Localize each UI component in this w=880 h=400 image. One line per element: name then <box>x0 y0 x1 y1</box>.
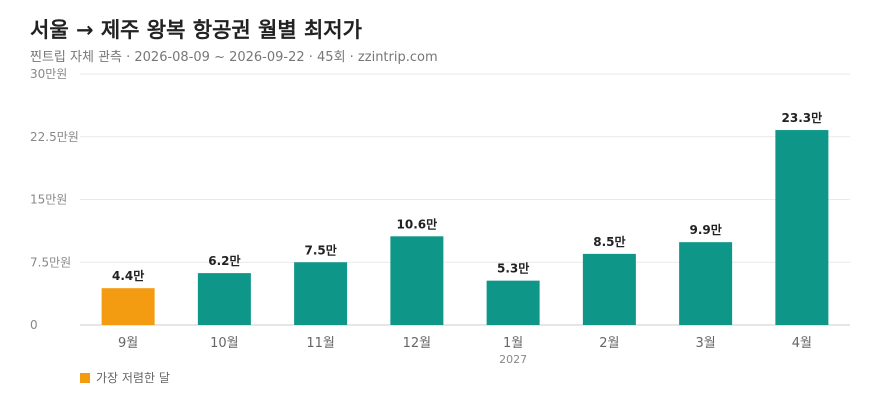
x-tick-label: 10월 <box>210 336 239 351</box>
y-tick-label: 22.5만원 <box>30 130 79 144</box>
bar <box>775 130 829 325</box>
x-tick-label: 2월 <box>599 336 619 351</box>
x-tick-label: 1월 <box>503 336 523 351</box>
x-tick-label: 12월 <box>403 336 432 351</box>
bar <box>486 280 540 325</box>
legend-swatch <box>80 372 90 383</box>
y-tick-label: 7.5만원 <box>30 255 71 269</box>
bar-value-label: 10.6만 <box>397 216 438 231</box>
x-tick-label: 4월 <box>792 336 812 351</box>
legend-label: 가장 저렴한 달 <box>96 371 170 385</box>
chart-title: 서울 → 제주 왕복 항공권 월별 최저가 <box>30 18 362 42</box>
chart-legend: 가장 저렴한 달 <box>80 369 170 386</box>
x-tick-sublabel: 2027 <box>499 353 527 366</box>
bar <box>294 262 348 325</box>
bar <box>197 273 251 325</box>
chart-subtitle: 찐트립 자체 관측 · 2026-08-09 ~ 2026-09-22 · 45… <box>30 50 438 65</box>
x-tick-label: 11월 <box>306 336 335 351</box>
y-tick-label: 15만원 <box>30 193 67 207</box>
bar <box>679 242 733 325</box>
bar <box>101 288 155 325</box>
bar-value-label: 7.5만 <box>304 242 336 257</box>
bar-value-label: 8.5만 <box>593 234 625 249</box>
bar <box>390 236 444 325</box>
bar-value-label: 5.3만 <box>497 261 529 276</box>
bar-value-label: 23.3만 <box>782 110 823 125</box>
y-tick-label: 0 <box>30 318 38 332</box>
x-tick-label: 9월 <box>118 336 138 351</box>
bar <box>582 253 636 325</box>
x-tick-label: 3월 <box>696 336 716 351</box>
bar-value-label: 4.4만 <box>112 268 144 283</box>
bar-value-label: 6.2만 <box>208 253 240 268</box>
y-tick-label: 30만원 <box>30 67 67 81</box>
bar-value-label: 9.9만 <box>689 222 721 237</box>
